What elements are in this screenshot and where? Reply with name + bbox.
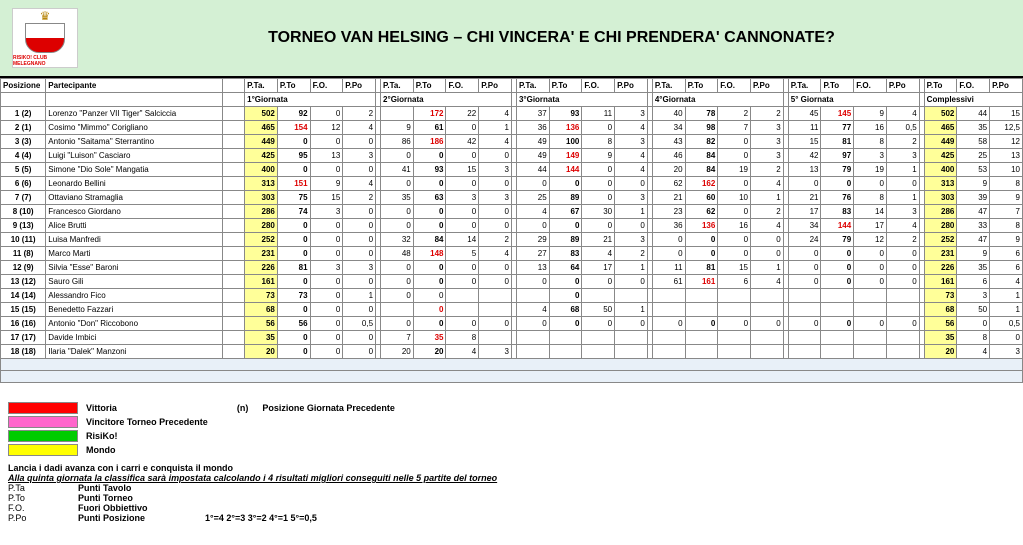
table-row: 12 (9)Silvia "Esse" Baroni22681330000136…	[1, 261, 1023, 275]
legend-row: Vittoria(n)Posizione Giornata Precedente	[8, 401, 1015, 415]
table-row: 4 (4)Luigi "Luison" Casciaro425951330000…	[1, 149, 1023, 163]
header-row-2: 1°Giornata 2°Giornata 3°Giornata 4°Giorn…	[1, 93, 1023, 107]
col-name: Partecipante	[46, 79, 222, 93]
table-row: 10 (11)Luisa Manfredi2520003284142298921…	[1, 233, 1023, 247]
table-row: 1 (2)Lorenzo "Panzer VII Tiger" Salcicci…	[1, 107, 1023, 121]
footer: Lancia i dadi avanza con i carri e conqu…	[0, 461, 1023, 525]
legend-swatch	[8, 416, 78, 428]
page-title: TORNEO VAN HELSING – CHI VINCERA' E CHI …	[92, 29, 1011, 47]
table-row: 16 (16)Antonio "Don" Riccobono565600,500…	[1, 317, 1023, 331]
col-pos: Posizione	[1, 79, 46, 93]
club-logo: ♛ RISIKO! CLUB MELEGNANO	[12, 8, 78, 68]
abbr-row: P.PoPunti Posizione1°=4 2°=3 3°=2 4°=1 5…	[8, 513, 1015, 523]
footer-line2: Alla quinta giornata la classifica sarà …	[8, 473, 1015, 483]
col-empty	[222, 79, 245, 93]
table-row: 17 (17)Davide Imbici3500073583580	[1, 331, 1023, 345]
table-body: 1 (2)Lorenzo "Panzer VII Tiger" Salcicci…	[1, 107, 1023, 359]
crown-icon: ♛	[40, 9, 51, 23]
legend-label: Vittoria	[86, 403, 117, 413]
table-row: 7 (7)Ottaviano Stramaglia303751523563332…	[1, 191, 1023, 205]
legend-swatch	[8, 444, 78, 456]
grp-3: 3°Giornata	[516, 93, 647, 107]
table-row: 14 (14)Alessandro Fico7373010007331	[1, 289, 1023, 303]
abbr-row: P.TaPunti Tavolo	[8, 483, 1015, 493]
spacer-row	[1, 359, 1023, 371]
table-row: 6 (6)Leonardo Bellini3131519400000000621…	[1, 177, 1023, 191]
spacer-row	[1, 371, 1023, 383]
legend-row: RisiKo!	[8, 429, 1015, 443]
table-row: 18 (18)Ilaria "Dalek" Manzoni20000202043…	[1, 345, 1023, 359]
header-row-1: Posizione Partecipante P.Ta.P.ToF.O.P.Po…	[1, 79, 1023, 93]
table-row: 5 (5)Simone "Dio Sole" Mangatia400000419…	[1, 163, 1023, 177]
legend: Vittoria(n)Posizione Giornata Precedente…	[0, 397, 1023, 461]
legend-label: RisiKo!	[86, 431, 118, 441]
table-row: 9 (13)Alice Brutti2800000000000036136164…	[1, 219, 1023, 233]
legend-row: Vincitore Torneo Precedente	[8, 415, 1015, 429]
header: ♛ RISIKO! CLUB MELEGNANO TORNEO VAN HELS…	[0, 0, 1023, 78]
grp-4: 4°Giornata	[652, 93, 783, 107]
logo-text: RISIKO! CLUB MELEGNANO	[13, 55, 77, 67]
abbr-row: F.O.Fuori Obbiettivo	[8, 503, 1015, 513]
footer-line1: Lancia i dadi avanza con i carri e conqu…	[8, 463, 1015, 473]
legend-swatch	[8, 402, 78, 414]
grp-5: 5° Giornata	[788, 93, 919, 107]
table-row: 8 (10)Francesco Giordano2867430000046730…	[1, 205, 1023, 219]
grp-tot: Complessivi	[924, 93, 1022, 107]
table-row: 11 (8)Marco Marti23100048148542783420000…	[1, 247, 1023, 261]
standings-table: Posizione Partecipante P.Ta.P.ToF.O.P.Po…	[0, 78, 1023, 383]
table-row: 2 (1)Cosimo "Mimmo" Corigliano4651541249…	[1, 121, 1023, 135]
legend-label: Vincitore Torneo Precedente	[86, 417, 208, 427]
grp-2: 2°Giornata	[381, 93, 512, 107]
table-row: 3 (3)Antonio "Saitama" Sterrantino449000…	[1, 135, 1023, 149]
table-row: 15 (15)Benedetto Fazzari6800004685016850…	[1, 303, 1023, 317]
legend-swatch	[8, 430, 78, 442]
shield-icon	[25, 23, 65, 53]
table-row: 13 (12)Sauro Gili16100000000000611616400…	[1, 275, 1023, 289]
abbr-row: P.ToPunti Torneo	[8, 493, 1015, 503]
grp-1: 1°Giornata	[245, 93, 376, 107]
legend-row: Mondo	[8, 443, 1015, 457]
legend-label: Mondo	[86, 445, 116, 455]
